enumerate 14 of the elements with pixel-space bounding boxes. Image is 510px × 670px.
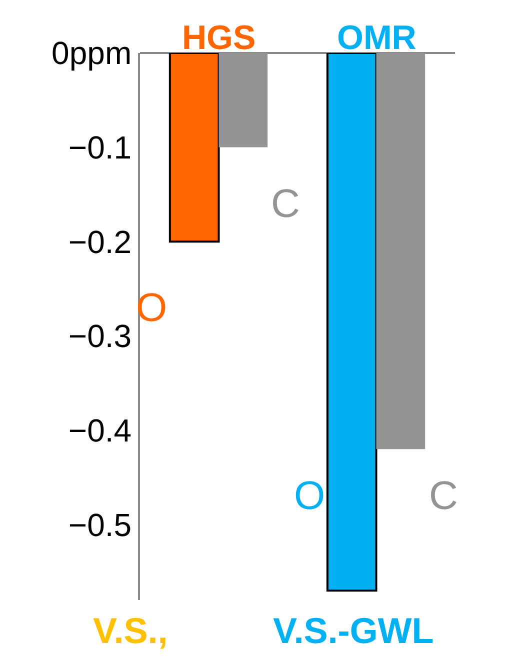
x-tick-label: OMR bbox=[337, 19, 416, 57]
text: O bbox=[136, 286, 168, 330]
y-tick-label: 0ppm bbox=[52, 35, 132, 72]
x-tick-label: HGS bbox=[182, 19, 256, 57]
y-tick-label: −0.2 bbox=[68, 224, 132, 260]
series-label: O bbox=[294, 474, 326, 518]
y-tick-label: −0.3 bbox=[68, 318, 132, 354]
y-tick-label: −0.5 bbox=[68, 506, 132, 543]
text: V.S.-GWL bbox=[273, 610, 434, 651]
series-label: C bbox=[429, 474, 458, 518]
text: C bbox=[271, 182, 300, 226]
text: V.S., bbox=[93, 610, 168, 651]
y-tick-label: −0.1 bbox=[68, 130, 132, 166]
y-tick-label: −0.4 bbox=[68, 412, 132, 448]
